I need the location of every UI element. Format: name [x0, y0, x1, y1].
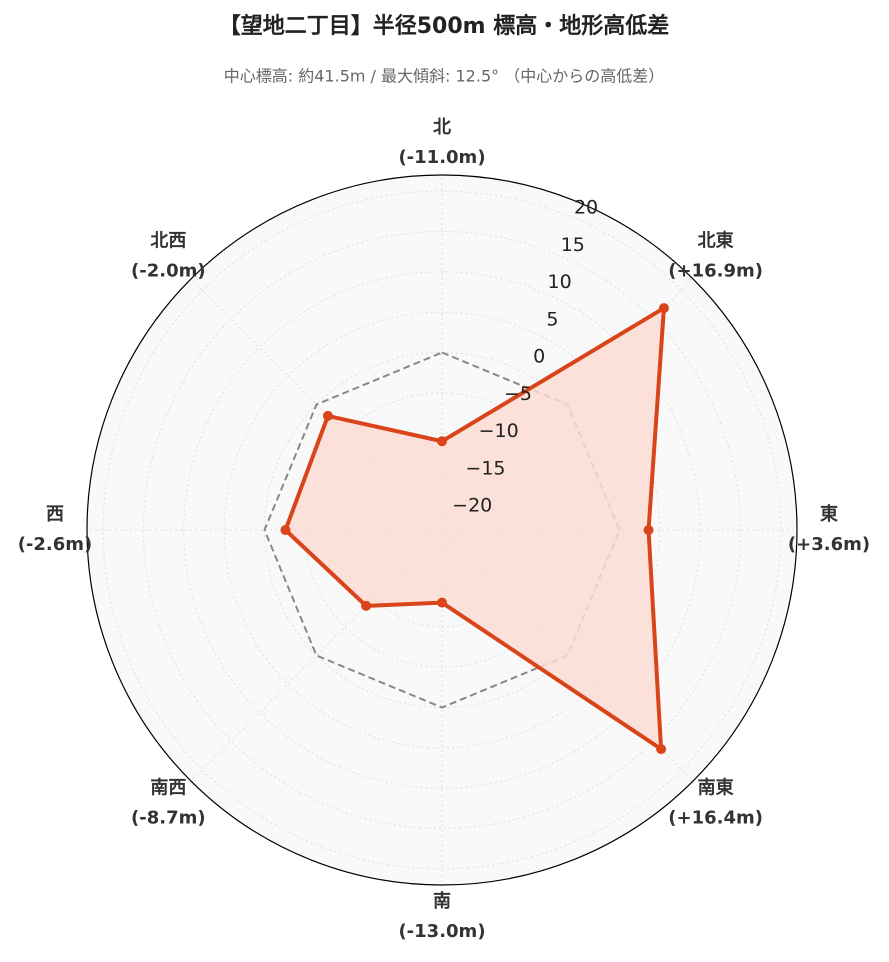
value-label: (-2.0m) — [131, 260, 206, 281]
data-point — [658, 303, 669, 314]
data-point — [361, 600, 372, 611]
data-point — [437, 436, 447, 447]
category-label: 北 — [433, 117, 451, 138]
value-label: (+3.6m) — [788, 534, 870, 555]
r-tick-label: 15 — [561, 234, 585, 256]
value-label: (-11.0m) — [398, 147, 485, 168]
value-label: (+16.9m) — [668, 260, 763, 281]
grid-circle — [102, 190, 782, 870]
grid-circle — [142, 230, 742, 830]
r-tick-label: 0 — [533, 346, 545, 368]
r-tick-label: 5 — [546, 308, 558, 330]
category-label: 南東 — [698, 777, 734, 799]
grid-circle — [223, 311, 661, 749]
r-tick-label: −15 — [465, 457, 505, 479]
category-label: 東 — [820, 503, 838, 525]
r-tick-label: 10 — [547, 271, 571, 293]
spoke — [190, 278, 443, 531]
value-label: (-2.6m) — [18, 534, 93, 555]
r-tick-label: −20 — [452, 495, 492, 517]
data-point — [437, 597, 447, 608]
value-label: (+16.4m) — [668, 808, 763, 829]
data-point — [643, 525, 654, 535]
spoke — [190, 529, 443, 782]
category-label: 南 — [433, 890, 451, 912]
category-label: 南西 — [150, 777, 186, 799]
value-label: (-8.7m) — [131, 808, 206, 829]
data-point — [656, 744, 667, 755]
value-label: (-13.0m) — [398, 921, 485, 942]
r-tick-label: −5 — [504, 383, 532, 405]
polar-frame — [86, 174, 798, 886]
category-label: 北東 — [698, 229, 734, 251]
category-label: 北西 — [150, 230, 186, 251]
grid-circle — [183, 271, 701, 789]
r-tick-label: −10 — [479, 420, 519, 442]
r-tick-label: 20 — [574, 197, 598, 219]
chart-subtitle: 中心標高: 約41.5m / 最大傾斜: 12.5° （中心からの高低差） — [224, 67, 664, 86]
category-label: 西 — [46, 504, 64, 525]
data-point — [322, 410, 333, 421]
chart-title: 【望地二丁目】半径500m 標高・地形高低差 — [219, 13, 670, 39]
data-point — [280, 525, 291, 535]
